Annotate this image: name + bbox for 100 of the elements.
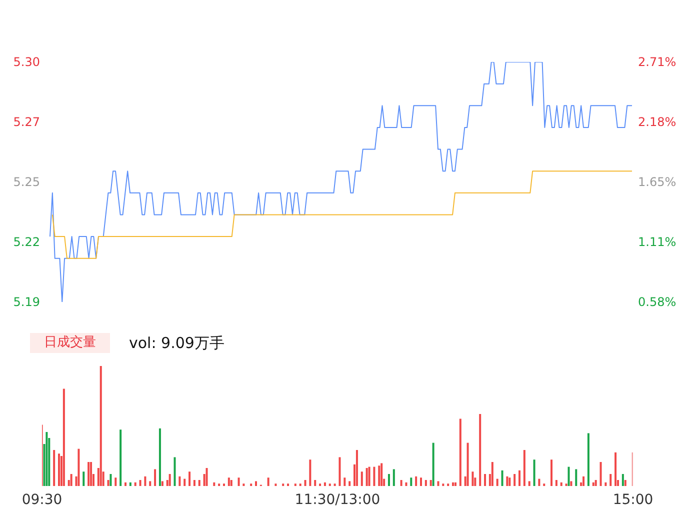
y2-tick-label: 1.11% (638, 235, 676, 249)
bar (380, 463, 383, 486)
bar (193, 480, 196, 486)
bar (178, 476, 181, 486)
bar (392, 469, 395, 486)
bar (405, 482, 408, 486)
bar (533, 460, 536, 486)
bar (592, 482, 594, 486)
bar (604, 482, 607, 486)
bar (550, 460, 553, 486)
bar (378, 466, 380, 486)
bar (188, 472, 191, 486)
bar (144, 476, 146, 486)
bar (587, 433, 590, 486)
bar (484, 474, 486, 486)
bar (415, 476, 418, 486)
bar (594, 480, 597, 486)
bar (58, 454, 60, 486)
y-tick-label: 5.30 (13, 55, 40, 69)
y2-tick-label: 2.18% (638, 115, 676, 129)
x-tick-label: 11:30/13:00 (294, 492, 380, 508)
bar (62, 388, 65, 486)
bar (575, 469, 578, 486)
bar (622, 474, 624, 486)
bar (100, 366, 102, 486)
bar (161, 481, 164, 486)
bar (570, 481, 572, 486)
bar (324, 482, 326, 486)
y2-tick-label: 0.58% (638, 295, 676, 309)
line-series (52, 170, 632, 259)
bar (53, 450, 56, 486)
bar (124, 482, 126, 486)
y-tick-label: 5.22 (13, 235, 40, 249)
bar (501, 470, 504, 486)
bar (366, 468, 368, 486)
y-tick-label: 5.27 (13, 115, 40, 129)
bar (78, 448, 80, 486)
bar (452, 482, 454, 486)
bar (314, 480, 316, 486)
bar (560, 482, 562, 486)
y-tick-label: 5.19 (13, 295, 40, 309)
y2-tick-label: 1.65% (638, 175, 676, 189)
bar (228, 478, 230, 486)
line-series (50, 62, 632, 302)
bar (514, 474, 516, 486)
bar (368, 466, 370, 486)
bar (614, 452, 617, 486)
bar (424, 480, 427, 486)
bar (107, 480, 110, 486)
bar (459, 418, 462, 486)
bar (437, 481, 440, 486)
bar (400, 480, 402, 486)
bar (432, 442, 434, 486)
bar (134, 482, 136, 486)
bar (508, 478, 511, 486)
x-tick-label: 15:00 (612, 492, 654, 508)
bar (356, 450, 358, 486)
bar (523, 450, 526, 486)
bar (360, 472, 363, 486)
bar (420, 478, 422, 486)
x-tick-label: 09:30 (22, 492, 62, 508)
y-tick-label: 5.25 (13, 175, 40, 189)
bar (198, 480, 200, 486)
bar (338, 457, 341, 486)
bar (496, 478, 498, 486)
bar (304, 480, 306, 486)
bar (174, 457, 176, 486)
bar (230, 480, 232, 486)
bar (129, 482, 132, 486)
bar (344, 478, 346, 486)
text: 日成交量 (30, 333, 110, 353)
bar (255, 481, 258, 486)
bar (267, 478, 270, 486)
bar (373, 466, 376, 486)
bar (158, 428, 161, 486)
bar (528, 481, 530, 486)
bar (90, 462, 92, 486)
bar (309, 460, 312, 486)
bar (555, 480, 558, 486)
bar (506, 476, 508, 486)
bar (491, 462, 494, 486)
bar (610, 474, 612, 486)
bar (582, 476, 585, 486)
bar (568, 466, 570, 486)
bar (110, 474, 112, 486)
bar (600, 462, 602, 486)
bar (120, 430, 122, 486)
bar (88, 462, 90, 486)
bar (388, 474, 390, 486)
bar (466, 442, 469, 486)
bar (348, 481, 351, 486)
bar (82, 472, 85, 486)
bar (149, 481, 152, 486)
bar (46, 432, 48, 486)
text: vol: 9.09万手 (129, 333, 224, 353)
bar (624, 480, 626, 486)
bar (479, 414, 482, 486)
bar (206, 468, 208, 486)
bar (430, 480, 432, 486)
bar (410, 478, 412, 486)
